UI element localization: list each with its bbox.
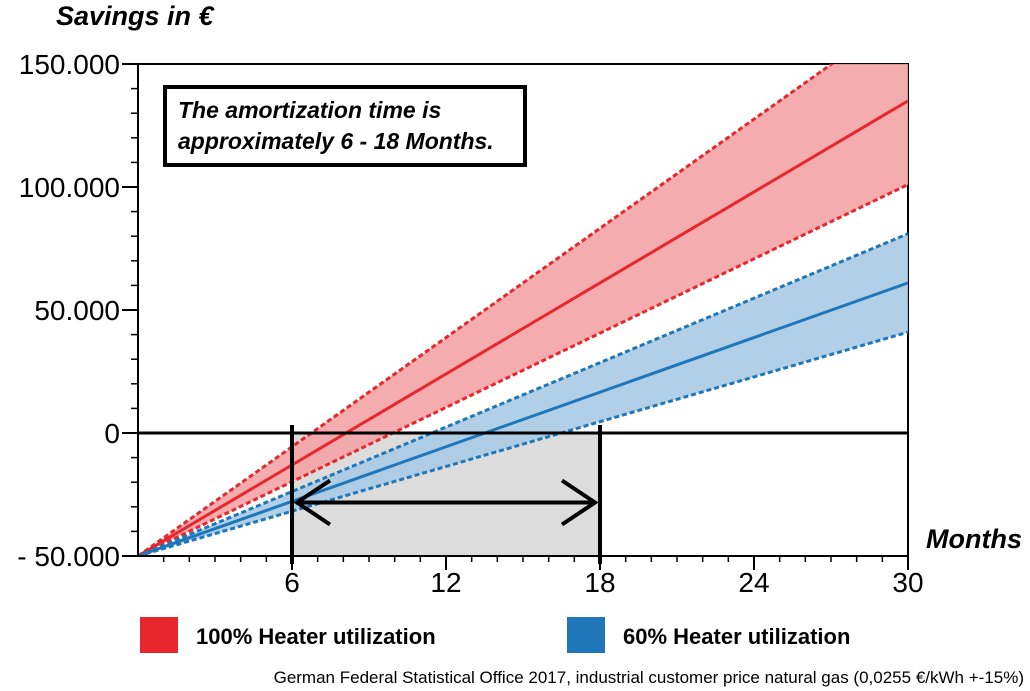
lower-line-series-1 bbox=[138, 330, 908, 556]
upper-line-series-0 bbox=[138, 64, 835, 556]
y-tick-label: 150.000 bbox=[19, 49, 120, 80]
annotation-box: The amortization time is approximately 6… bbox=[163, 85, 527, 167]
x-axis-title: Months bbox=[926, 524, 1022, 554]
amortization-arrow-left-head bbox=[293, 478, 332, 527]
axes: 150.000 100.000 50.000 0 - 50.000 6 12 18 24 30 bbox=[17, 49, 923, 598]
x-tick-label: 6 bbox=[284, 567, 300, 598]
legend-label-60-percent: 60% Heater utilization bbox=[623, 624, 850, 649]
legend: 100% Heater utilization 60% Heater utili… bbox=[140, 617, 850, 653]
x-tick-label: 12 bbox=[430, 567, 461, 598]
x-tick-label: 30 bbox=[892, 567, 923, 598]
legend-swatch-100-percent bbox=[140, 617, 178, 653]
series-lines bbox=[138, 64, 908, 556]
center-line-series-0 bbox=[138, 99, 908, 556]
x-tick-label: 24 bbox=[738, 567, 769, 598]
x-tick-label: 18 bbox=[584, 567, 615, 598]
amortization-markers bbox=[290, 425, 602, 564]
amortization-arrow-right-head bbox=[560, 478, 599, 527]
source-note: German Federal Statistical Office 2017, … bbox=[274, 668, 1024, 687]
annotation-frame bbox=[163, 85, 527, 167]
y-tick-label: 50.000 bbox=[34, 295, 120, 326]
legend-swatch-60-percent bbox=[567, 617, 605, 653]
upper-line-series-1 bbox=[138, 232, 908, 556]
legend-label-100-percent: 100% Heater utilization bbox=[196, 624, 436, 649]
y-tick-label: 100.000 bbox=[19, 172, 120, 203]
annotation-line-1: The amortization time is bbox=[178, 97, 441, 123]
center-line-series-1 bbox=[138, 281, 908, 556]
y-axis-title: Savings in € bbox=[56, 1, 215, 31]
lower-line-series-0 bbox=[138, 183, 908, 556]
y-tick-label: - 50.000 bbox=[17, 541, 120, 572]
y-tick-label: 0 bbox=[104, 418, 120, 449]
annotation-line-2: approximately 6 - 18 Months. bbox=[178, 128, 494, 154]
